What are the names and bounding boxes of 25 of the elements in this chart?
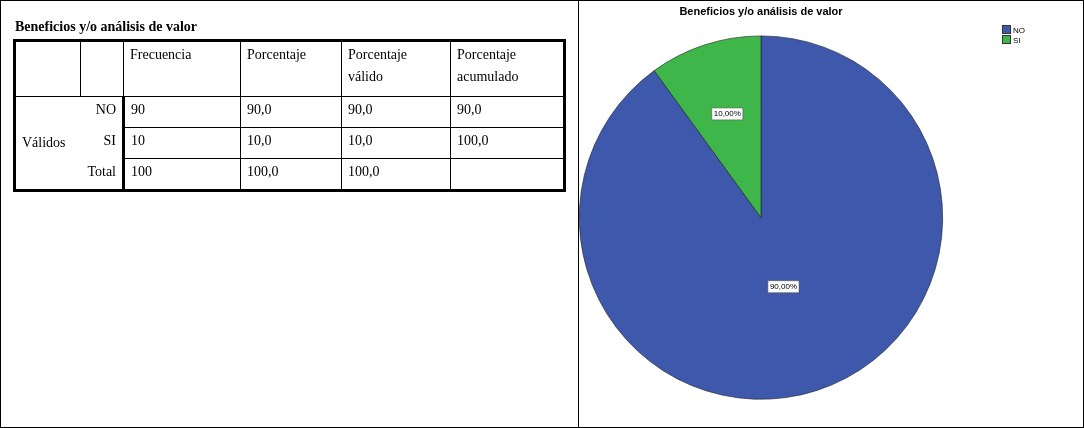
text: 90,0: [457, 102, 482, 117]
text: Beneficios y/o análisis de valor: [15, 19, 197, 35]
text: 10,0: [247, 133, 272, 148]
text: 90: [131, 102, 145, 117]
legend-label: NO: [1012, 25, 1025, 35]
text: 90,0: [348, 102, 373, 117]
data-label: 90,00%: [769, 281, 798, 291]
text: 100,0: [348, 164, 380, 179]
text: 100: [131, 164, 152, 179]
chart-title: Beneficios y/o análisis de valor: [679, 4, 844, 17]
text: SI: [103, 132, 116, 148]
text: 100,0: [457, 133, 489, 148]
text: 10: [131, 133, 145, 148]
category-label: Porcentaje válido: [341, 40, 451, 97]
text: 100,0: [247, 164, 279, 179]
text: 10,0: [348, 133, 373, 148]
text: Total: [87, 163, 116, 179]
text: Válidos: [22, 135, 66, 150]
text: NO: [95, 102, 116, 117]
legend-label: SI: [1012, 35, 1022, 45]
data-label: 10,00%: [713, 109, 741, 119]
category-label: Porcentaje acumulado: [450, 40, 565, 97]
category-label: Frecuencia: [123, 40, 241, 97]
category-label: Porcentaje: [240, 40, 342, 97]
text: 90,0: [247, 102, 272, 117]
